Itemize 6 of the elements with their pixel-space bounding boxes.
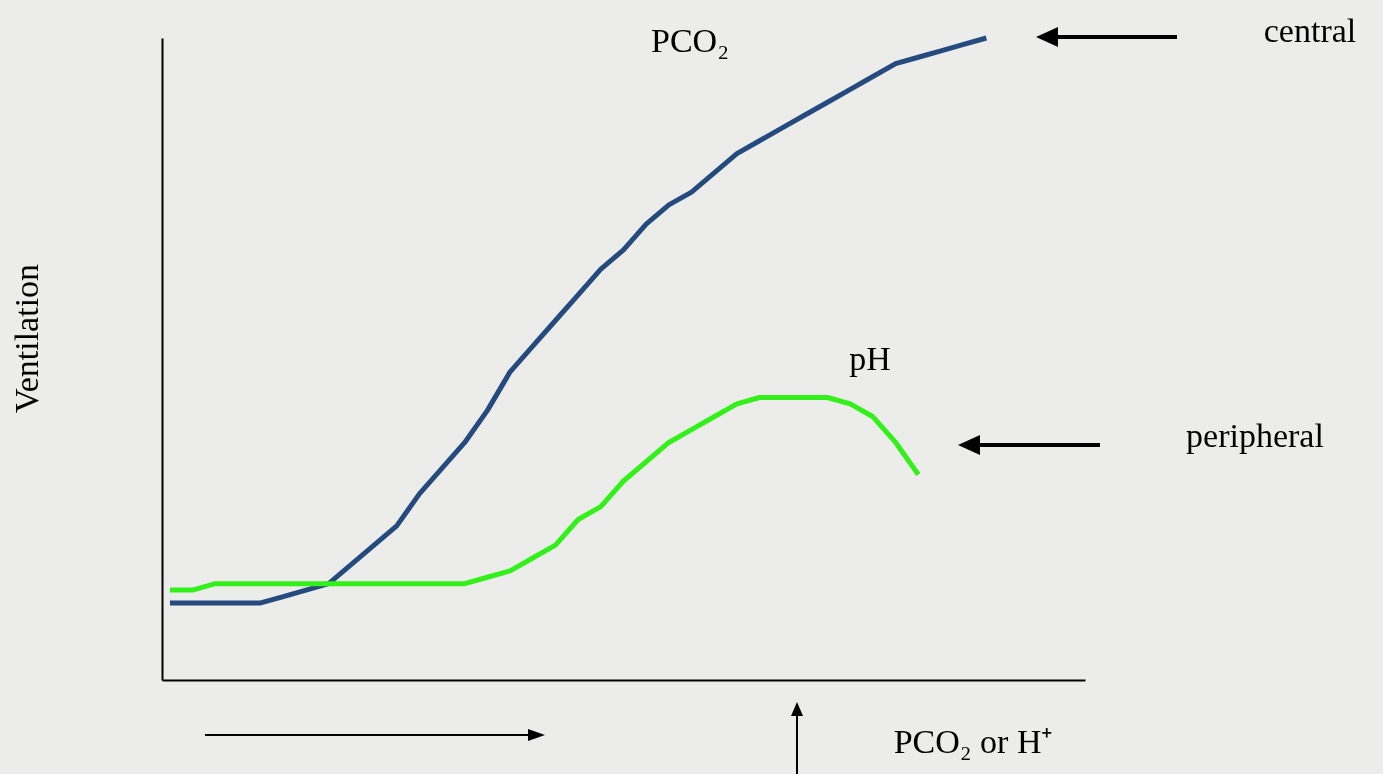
text: PCO₂ (651, 22, 729, 59)
text: peripheral (1186, 417, 1324, 454)
x-axis-title: PCO₂ or H⁺ (893, 722, 1053, 760)
text: central (1263, 12, 1357, 49)
series-label: pH (849, 340, 891, 377)
y-axis-title: Ventilation (7, 263, 45, 414)
